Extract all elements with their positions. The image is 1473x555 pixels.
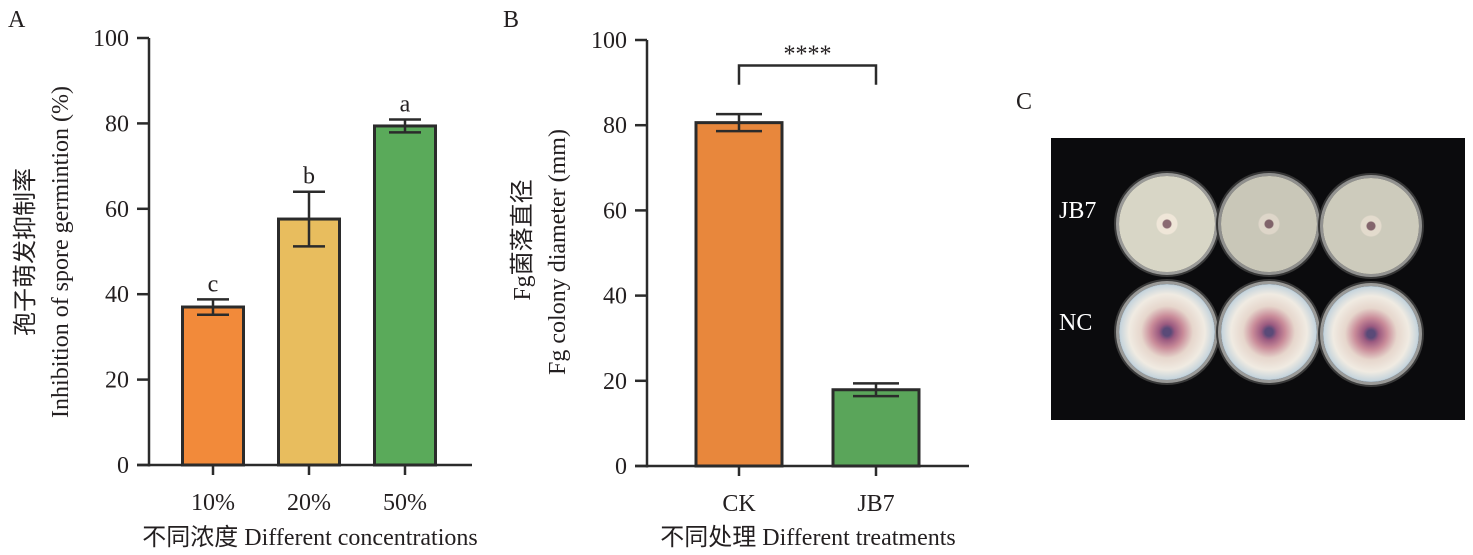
significance-bracket [737, 64, 878, 85]
petri-dish-jb7-2 [1221, 176, 1317, 272]
panel-letter-b: B [503, 7, 519, 33]
chart-b-bars [694, 112, 921, 468]
significance-letter: a [400, 92, 411, 118]
chart-a-axes: 0 20 40 60 80 100 [93, 26, 472, 479]
petri-dish-nc-1 [1119, 284, 1215, 380]
significance-letter: c [208, 271, 219, 297]
bar-50pct [373, 124, 437, 467]
row-label-nc: NC [1059, 310, 1093, 336]
chart-b-y-axis-title-cn: Fg菌落直径 [509, 179, 536, 300]
petri-dish-nc-3 [1323, 286, 1419, 382]
y-tick-label: 20 [603, 369, 627, 395]
y-tick-label: 100 [591, 28, 627, 54]
y-tick-label: 60 [105, 197, 129, 223]
y-tick-label: 100 [93, 26, 129, 52]
significance-stars: **** [784, 42, 832, 68]
x-tick-label: CK [722, 491, 756, 517]
significance-letter: b [303, 164, 315, 190]
x-tick-label: 10% [191, 490, 235, 516]
y-tick-label: 80 [105, 111, 129, 137]
y-tick-label: 60 [603, 198, 627, 224]
bar-10pct [181, 305, 245, 467]
y-tick-label: 0 [615, 454, 627, 480]
y-tick-label: 40 [105, 282, 129, 308]
petri-dish-nc-2 [1221, 284, 1317, 380]
bar-ck [694, 121, 784, 468]
x-tick-label: 50% [383, 490, 427, 516]
chart-b-x-axis-title: 不同处理 Different treatments [660, 524, 955, 551]
chart-a: 0 20 40 60 80 100 10% c 20% b 50% a 不同浓度 Different… [12, 26, 478, 551]
chart-a-bars [181, 118, 437, 467]
chart-b-y-axis-title-en: Fg colony diameter (mm) [545, 129, 571, 375]
chart-a-y-axis-title-cn: 孢子萌发抑制率 [12, 168, 39, 336]
petri-dish-photo: JB7 NC [1051, 138, 1465, 420]
y-tick-label: 0 [117, 453, 129, 479]
row-label-jb7: JB7 [1059, 198, 1097, 224]
chart-a-labels: 10% c 20% b 50% a [191, 92, 427, 516]
x-tick-label: JB7 [857, 491, 894, 517]
chart-a-x-axis-title: 不同浓度 Different concentrations [142, 524, 477, 551]
petri-dish-jb7-1 [1119, 176, 1215, 272]
x-tick-label: 20% [287, 490, 331, 516]
chart-b: 0 20 40 60 80 100 CK JB7 **** 不同处理 Different tr… [509, 28, 969, 551]
petri-dish-jb7-3 [1323, 178, 1419, 274]
chart-a-y-axis-title-en: Inhibition of spore germintion (%) [48, 86, 74, 418]
y-tick-label: 20 [105, 368, 129, 394]
y-tick-label: 80 [603, 113, 627, 139]
chart-b-labels: CK JB7 **** [722, 42, 894, 517]
bar-jb7 [831, 388, 921, 468]
panel-letter-c: C [1016, 89, 1032, 115]
panel-letter-a: A [8, 7, 26, 33]
bar-20pct [277, 217, 341, 467]
y-tick-label: 40 [603, 284, 627, 310]
